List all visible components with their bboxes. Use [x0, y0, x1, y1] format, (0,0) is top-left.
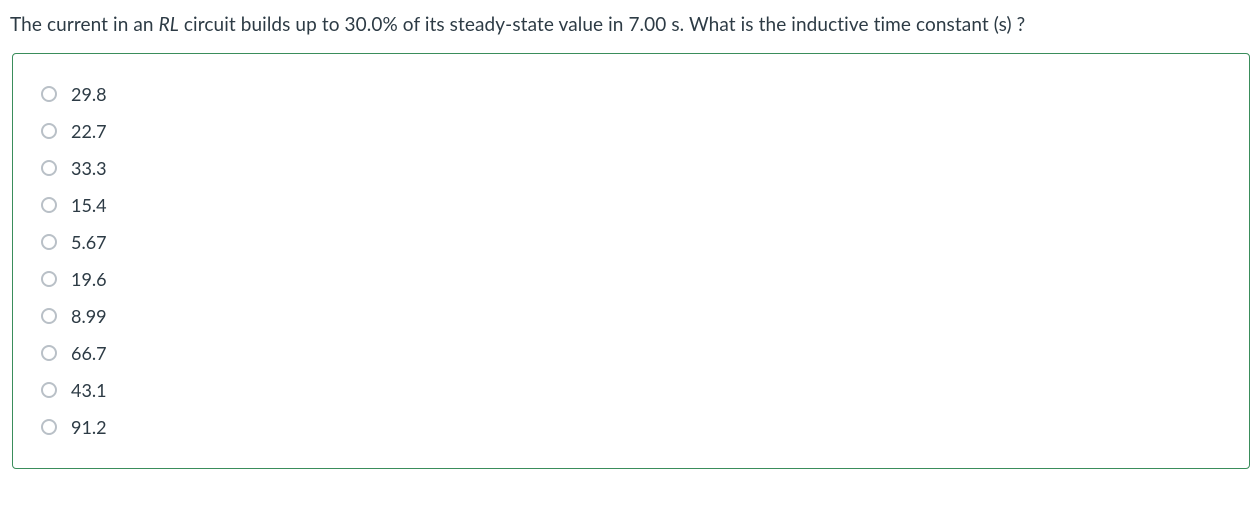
- answer-label: 66.7: [71, 340, 107, 367]
- answer-label: 43.1: [71, 377, 107, 404]
- answer-row[interactable]: 8.99: [41, 298, 1221, 335]
- radio-icon[interactable]: [41, 160, 57, 176]
- radio-icon[interactable]: [41, 382, 57, 398]
- radio-icon[interactable]: [41, 234, 57, 250]
- answer-label: 19.6: [71, 266, 107, 293]
- question-italic: RL: [159, 13, 179, 36]
- radio-icon[interactable]: [41, 86, 57, 102]
- question-prefix: The current in an: [10, 13, 159, 36]
- radio-icon[interactable]: [41, 197, 57, 213]
- answer-label: 33.3: [71, 155, 107, 182]
- answer-row[interactable]: 43.1: [41, 372, 1221, 409]
- radio-icon[interactable]: [41, 419, 57, 435]
- answer-label: 5.67: [71, 229, 107, 256]
- answer-label: 29.8: [71, 81, 107, 108]
- answer-row[interactable]: 33.3: [41, 150, 1221, 187]
- answer-label: 91.2: [71, 414, 107, 441]
- answer-row[interactable]: 66.7: [41, 335, 1221, 372]
- answer-row[interactable]: 91.2: [41, 409, 1221, 446]
- answer-row[interactable]: 5.67: [41, 224, 1221, 261]
- radio-icon[interactable]: [41, 123, 57, 139]
- answer-label: 15.4: [71, 192, 107, 219]
- answer-label: 22.7: [71, 118, 107, 145]
- answer-label: 8.99: [71, 303, 107, 330]
- answer-row[interactable]: 15.4: [41, 187, 1221, 224]
- radio-icon[interactable]: [41, 308, 57, 324]
- question-text: The current in an RL circuit builds up t…: [10, 12, 1250, 39]
- radio-icon[interactable]: [41, 271, 57, 287]
- radio-icon[interactable]: [41, 345, 57, 361]
- question-suffix: circuit builds up to 30.0% of its steady…: [179, 13, 1025, 36]
- answer-row[interactable]: 22.7: [41, 113, 1221, 150]
- answer-row[interactable]: 19.6: [41, 261, 1221, 298]
- answers-box: 29.8 22.7 33.3 15.4 5.67 19.6 8.99 66.7 …: [12, 53, 1250, 469]
- answer-row[interactable]: 29.8: [41, 76, 1221, 113]
